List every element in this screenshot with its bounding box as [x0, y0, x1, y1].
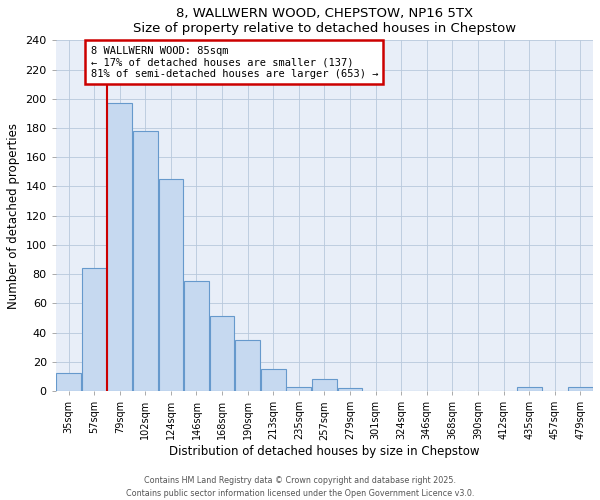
- Bar: [209, 316, 235, 391]
- Bar: [286, 386, 311, 391]
- Bar: [517, 386, 542, 391]
- Bar: [107, 103, 132, 391]
- Bar: [133, 131, 158, 391]
- Text: Contains HM Land Registry data © Crown copyright and database right 2025.
Contai: Contains HM Land Registry data © Crown c…: [126, 476, 474, 498]
- Text: 8 WALLWERN WOOD: 85sqm
← 17% of detached houses are smaller (137)
81% of semi-de: 8 WALLWERN WOOD: 85sqm ← 17% of detached…: [91, 46, 378, 78]
- Y-axis label: Number of detached properties: Number of detached properties: [7, 122, 20, 308]
- Bar: [56, 374, 81, 391]
- Bar: [82, 268, 107, 391]
- Bar: [235, 340, 260, 391]
- Bar: [184, 282, 209, 391]
- Bar: [312, 380, 337, 391]
- X-axis label: Distribution of detached houses by size in Chepstow: Distribution of detached houses by size …: [169, 445, 479, 458]
- Title: 8, WALLWERN WOOD, CHEPSTOW, NP16 5TX
Size of property relative to detached house: 8, WALLWERN WOOD, CHEPSTOW, NP16 5TX Siz…: [133, 7, 516, 35]
- Bar: [568, 386, 593, 391]
- Bar: [158, 179, 184, 391]
- Bar: [338, 388, 362, 391]
- Bar: [261, 369, 286, 391]
